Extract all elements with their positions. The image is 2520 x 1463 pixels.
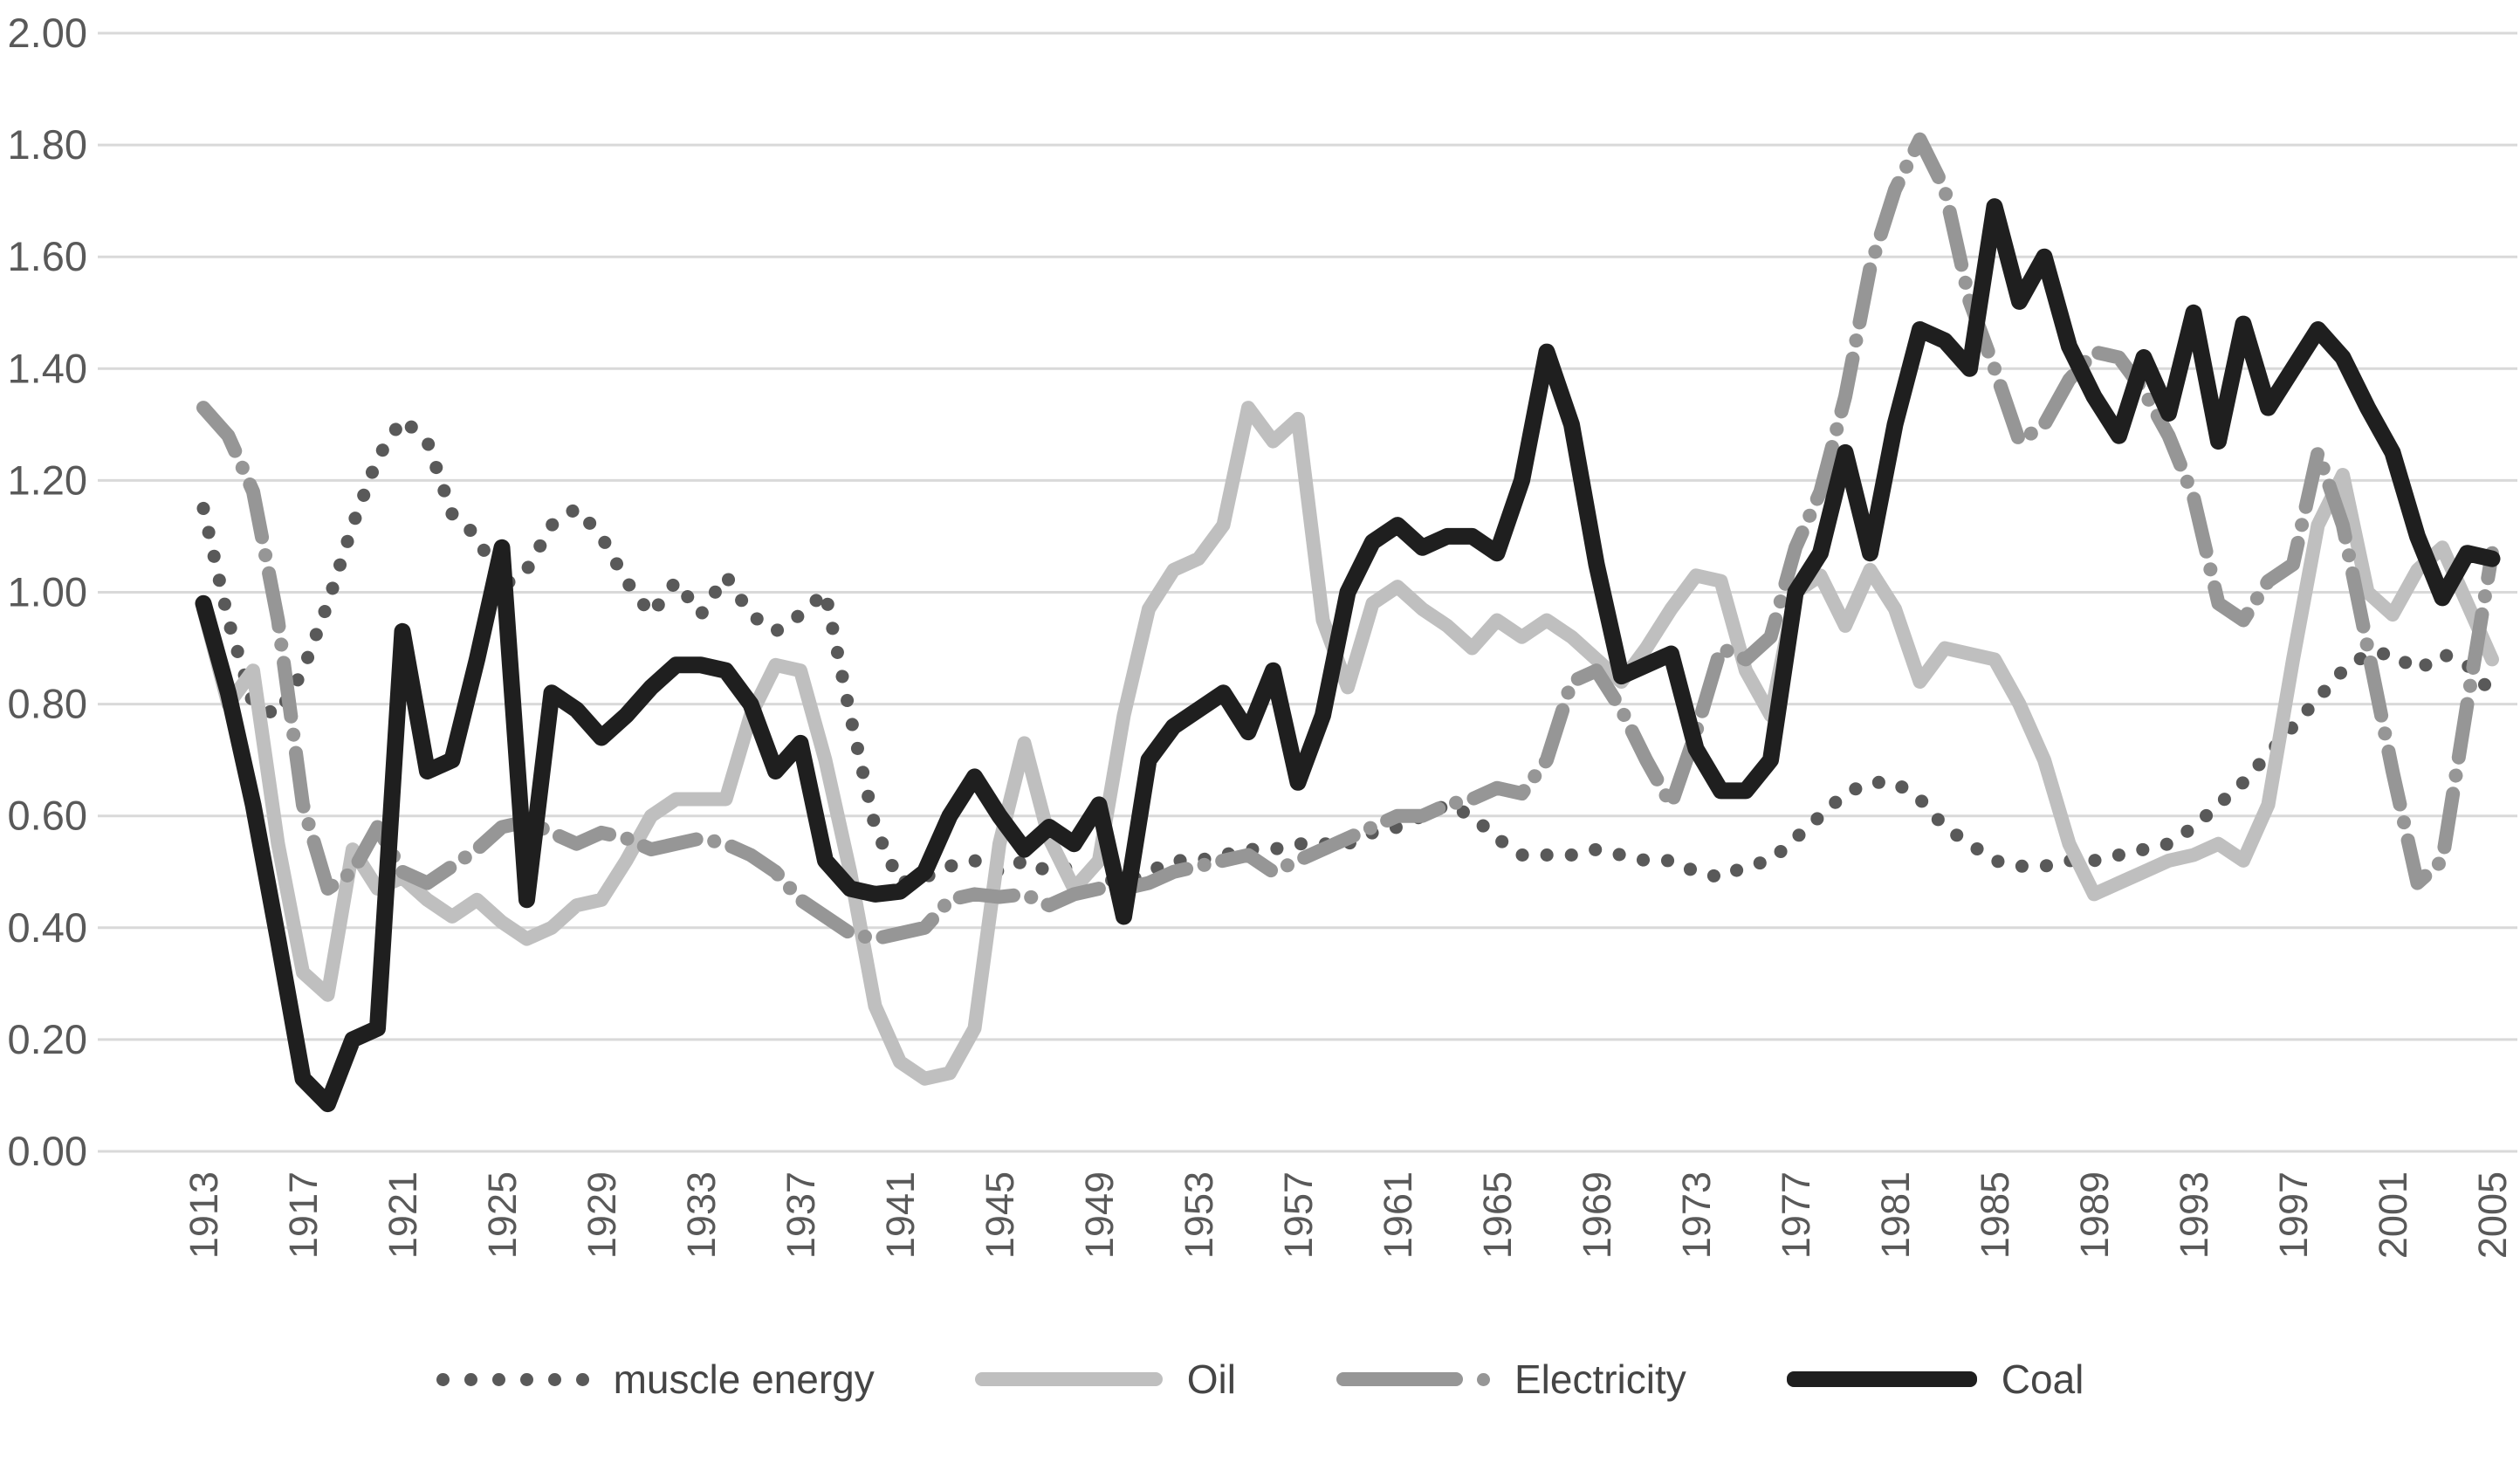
y-tick-label: 1.20 (8, 457, 87, 503)
legend-label-coal: Coal (2001, 1357, 2084, 1402)
y-tick-label: 0.60 (8, 793, 87, 839)
x-tick-label: 1993 (2172, 1171, 2216, 1259)
series-oil-line (196, 401, 2499, 1086)
plot-series (195, 132, 2501, 1113)
x-tick-label: 1933 (679, 1171, 724, 1259)
x-tick-label: 1985 (1973, 1171, 2017, 1259)
series-coal-line (195, 198, 2501, 1113)
x-tick-label: 1925 (480, 1171, 525, 1259)
x-tick-label: 1997 (2271, 1171, 2316, 1259)
x-tick-label: 1957 (1276, 1171, 1321, 1259)
x-tick-label: 1953 (1177, 1171, 1221, 1259)
x-tick-label: 1989 (2072, 1171, 2117, 1259)
x-tick-label: 1945 (978, 1171, 1022, 1259)
legend-item-muscle-energy: muscle energy (436, 1356, 875, 1403)
dots-icon (436, 1372, 589, 1386)
y-tick-label: 0.00 (8, 1128, 87, 1174)
x-tick-label: 1969 (1575, 1171, 1619, 1259)
dashdot-icon (1336, 1372, 1490, 1386)
legend-item-electricity: Electricity (1336, 1356, 1686, 1403)
legend-label-electricity: Electricity (1514, 1357, 1686, 1402)
legend-label-oil: Oil (1186, 1357, 1236, 1402)
gridlines (98, 31, 2517, 1153)
x-tick-label: 1965 (1475, 1171, 1520, 1259)
y-tick-label: 0.80 (8, 681, 87, 727)
legend: muscle energy Oil Electricity Coal (0, 1356, 2520, 1403)
x-tick-label: 1937 (779, 1171, 823, 1259)
y-tick-label: 0.40 (8, 904, 87, 951)
x-tick-label: 1921 (381, 1171, 425, 1259)
x-tick-label: 1917 (281, 1171, 326, 1259)
y-tick-label: 1.40 (8, 345, 87, 391)
legend-item-oil: Oil (974, 1356, 1236, 1403)
x-tick-label: 1981 (1873, 1171, 1918, 1259)
y-tick-label: 1.00 (8, 568, 87, 615)
x-tick-label: 1949 (1077, 1171, 1122, 1259)
x-tick-label: 1961 (1376, 1171, 1420, 1259)
x-tick-label: 1973 (1674, 1171, 1719, 1259)
x-axis-tick-labels: 1913 1917 1921 1925 1929 1933 1937 1941 1945 1949… (182, 1171, 2515, 1259)
y-tick-label: 2.00 (8, 10, 87, 56)
line-icon (1786, 1371, 1977, 1387)
y-axis-tick-labels: 0.00 0.20 0.40 0.60 0.80 1.00 1.20 1.40 1.60 1.80… (8, 10, 87, 1174)
x-tick-label: 1913 (182, 1171, 226, 1259)
y-tick-label: 0.20 (8, 1016, 87, 1062)
x-tick-label: 2001 (2371, 1171, 2415, 1259)
x-tick-label: 1941 (878, 1171, 923, 1259)
series-muscle-energy-line (196, 412, 2499, 890)
x-tick-label: 1977 (1774, 1171, 1818, 1259)
x-tick-label: 2005 (2470, 1171, 2515, 1259)
line-icon (974, 1372, 1163, 1386)
legend-item-coal: Coal (1786, 1356, 2084, 1403)
series-electricity-line (196, 132, 2499, 946)
legend-label-muscle-energy: muscle energy (613, 1357, 875, 1402)
x-tick-label: 1929 (580, 1171, 624, 1259)
y-tick-label: 1.60 (8, 233, 87, 279)
y-tick-label: 1.80 (8, 121, 87, 168)
